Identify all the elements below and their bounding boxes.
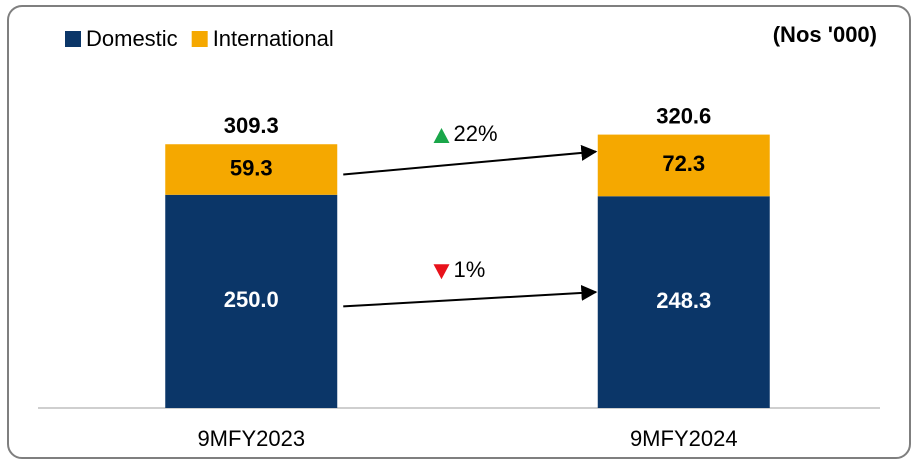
change-indicator <box>433 128 450 144</box>
x-tick-label: 9MFY2023 <box>197 426 305 451</box>
bar-segment <box>597 196 770 408</box>
legend-label: International <box>213 26 334 51</box>
bar-segment <box>597 134 770 197</box>
bar-segment <box>165 144 338 195</box>
legend-swatch <box>65 31 81 47</box>
legend-swatch <box>191 31 208 47</box>
change-indicator <box>433 264 450 280</box>
unit-label: (Nos '000) <box>773 22 877 47</box>
change-label: 1% <box>454 257 486 282</box>
x-tick-label: 9MFY2024 <box>630 426 738 451</box>
legend-label: Domestic <box>86 26 178 51</box>
change-arrow <box>343 284 598 308</box>
value-label: 250.0 <box>224 287 279 312</box>
value-label: 59.3 <box>230 155 273 180</box>
change-label: 22% <box>454 121 498 146</box>
value-label: 72.3 <box>662 151 705 176</box>
total-label: 320.6 <box>656 103 711 128</box>
change-arrow <box>343 144 598 176</box>
value-label: 248.3 <box>656 288 711 313</box>
total-label: 309.3 <box>224 113 279 138</box>
frame <box>7 5 911 459</box>
bar-segment <box>165 194 338 408</box>
